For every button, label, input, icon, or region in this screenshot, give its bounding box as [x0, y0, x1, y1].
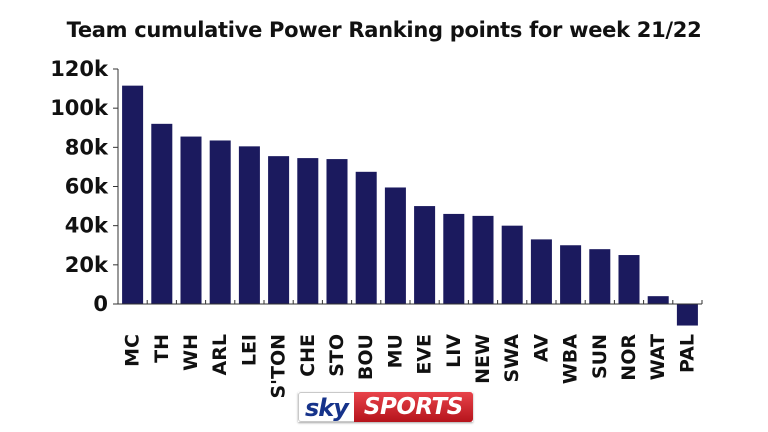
bar-wba [560, 245, 582, 304]
bar-av [530, 239, 552, 305]
bar-mc [122, 85, 144, 305]
logo-sports-text: SPORTS [353, 392, 473, 422]
x-tick-labels: MC TH WH ARL LEI S'TON CHE STO BOU MU EVE LIV NEW SWA… [122, 334, 699, 399]
x-tick-label: TH [151, 334, 173, 363]
axes-group [113, 68, 703, 305]
bar-sun [589, 249, 611, 304]
bar-mu [384, 187, 406, 304]
logo-sky-text: sky [298, 392, 354, 422]
x-tick-label: AV [530, 334, 552, 362]
x-tick-label: MC [122, 334, 144, 367]
bars-group [122, 85, 698, 326]
bar-wh [180, 136, 202, 304]
bar-sto [326, 159, 348, 304]
x-tick-label: CHE [297, 334, 319, 377]
y-tick-label: 100k [50, 96, 109, 120]
chart-title: Team cumulative Power Ranking points for… [66, 18, 702, 42]
x-tick-label: PAL [676, 334, 698, 373]
x-tick-label: SUN [589, 334, 611, 379]
x-tick-label: STO [326, 334, 348, 377]
bar-liv [443, 213, 465, 304]
y-tick-label: 120k [50, 57, 109, 81]
x-tick-label: MU [384, 334, 406, 368]
x-tick-label: WAT [647, 334, 669, 380]
x-tick-label: EVE [414, 334, 436, 375]
bar-ston [268, 156, 290, 304]
x-tick-label: LEI [238, 334, 260, 366]
x-tick-label: NEW [472, 334, 494, 384]
x-tick-label: ARL [209, 334, 231, 375]
y-tick-label: 0 [93, 292, 108, 316]
bar-lei [238, 146, 260, 304]
x-tick-label: S'TON [268, 334, 290, 399]
x-tick-label: SWA [501, 334, 523, 383]
x-tick-label: WH [180, 334, 202, 371]
y-tick-label: 20k [65, 253, 109, 277]
bar-nor [618, 255, 640, 304]
bar-bou [355, 171, 377, 304]
bar-new [472, 215, 494, 305]
bar-eve [414, 206, 436, 304]
x-tick-label: LIV [443, 334, 465, 368]
x-tick-label: NOR [618, 334, 640, 381]
sky-sports-logo: sky SPORTS [298, 392, 473, 422]
x-tick-label: BOU [355, 334, 377, 380]
bar-swa [501, 225, 523, 304]
bar-pal [676, 304, 698, 326]
x-tick-label: WBA [560, 334, 582, 384]
bar-wat [647, 296, 669, 304]
bar-che [297, 158, 319, 304]
bar-arl [209, 140, 231, 304]
y-tick-label: 60k [65, 175, 109, 199]
bar-th [151, 123, 173, 304]
y-tick-label: 80k [65, 135, 109, 159]
y-tick-labels: 0 20k 40k 60k 80k 100k 120k [50, 57, 109, 316]
y-tick-label: 40k [65, 214, 109, 238]
